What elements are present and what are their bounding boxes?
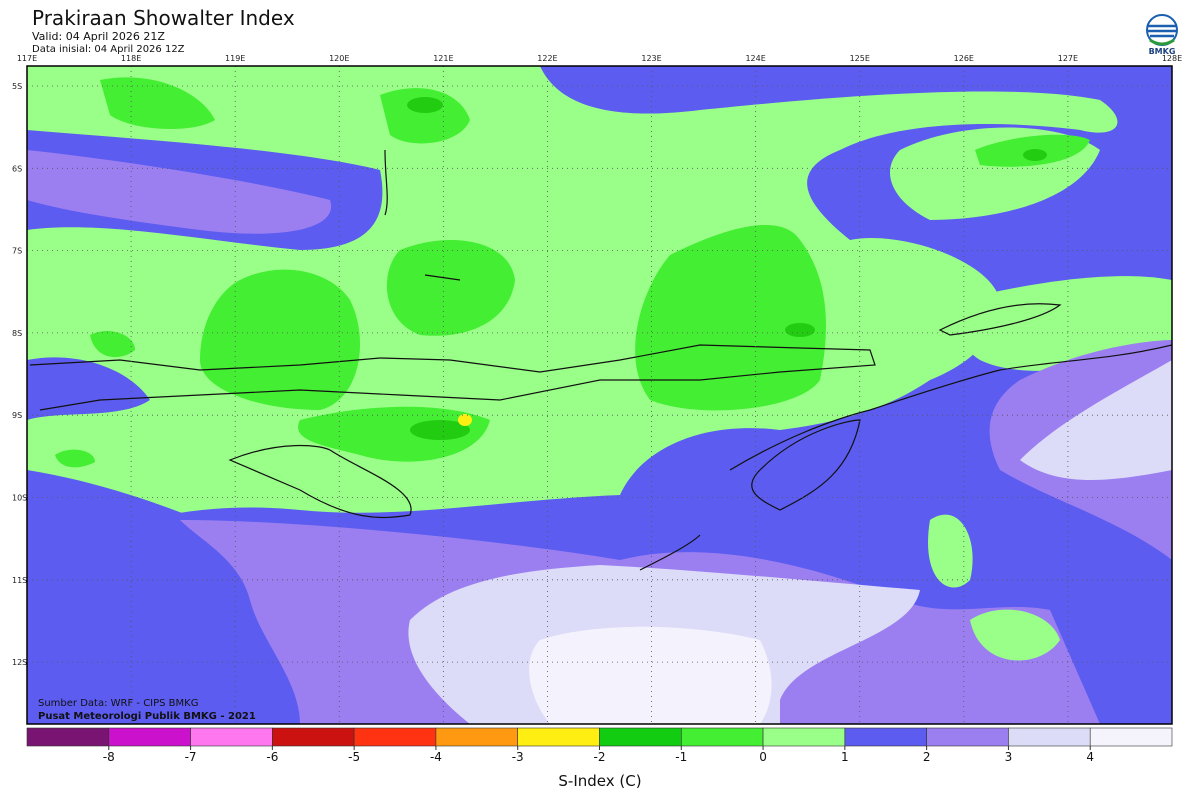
color-box [353, 727, 437, 747]
tick-label: -1 [675, 750, 687, 764]
tick-label: -3 [512, 750, 524, 764]
lat-label: 8S [12, 329, 22, 338]
map-frame [26, 65, 1173, 725]
color-box [517, 727, 600, 747]
lat-label: 10S [12, 494, 27, 503]
tick-label: 4 [1086, 750, 1094, 764]
lat-label: 6S [12, 164, 22, 173]
lat-label: 7S [12, 247, 22, 256]
color-box [108, 727, 191, 747]
color-box [190, 727, 273, 747]
lon-label: 118E [121, 54, 141, 63]
valid-time: Valid: 04 April 2026 21Z [32, 30, 165, 43]
logo-label: BMKG [1149, 47, 1176, 56]
tick-label: 2 [923, 750, 931, 764]
tick-label: -6 [266, 750, 278, 764]
lon-label: 127E [1058, 54, 1078, 63]
colorbar-title: S-Index (C) [558, 772, 641, 790]
tick-label: -2 [594, 750, 606, 764]
color-box [26, 727, 110, 747]
tick-label: -5 [348, 750, 360, 764]
lon-label: 124E [745, 54, 765, 63]
init-time: Data inisial: 04 April 2026 12Z [32, 44, 185, 55]
lon-label: 122E [537, 54, 557, 63]
title: Prakiraan Showalter Index [32, 6, 295, 30]
color-box [272, 727, 355, 747]
tick-label: 3 [1005, 750, 1013, 764]
color-box [599, 727, 682, 747]
lon-label: 120E [329, 54, 349, 63]
source: Sumber Data: WRF - CIPS BMKG [38, 698, 198, 709]
lat-label: 9S [12, 411, 22, 420]
color-box [762, 727, 846, 747]
tick-label: -7 [185, 750, 197, 764]
lon-label: 125E [850, 54, 870, 63]
lon-label: 123E [641, 54, 661, 63]
tick-label: -4 [430, 750, 442, 764]
color-box [844, 727, 927, 747]
colorbar: -8 -7 -6 -5 -4 -3 -2 -1 0 1 2 3 4 [26, 727, 1173, 764]
color-box [926, 727, 1009, 747]
tick-label: 0 [759, 750, 767, 764]
map-field [27, 66, 1172, 724]
lat-label: 12S [12, 658, 27, 667]
lon-label: 126E [954, 54, 974, 63]
color-box [680, 727, 764, 747]
lat-label: 11S [12, 576, 27, 585]
lat-label: 5S [12, 82, 22, 91]
color-box [1008, 727, 1091, 747]
lon-label: 121E [433, 54, 453, 63]
color-box [435, 727, 519, 747]
graticule: 117E 118E 119E 120E 121E 122E 123E 124E 125E 126E… [12, 54, 1182, 724]
logo: BMKG [1146, 14, 1178, 56]
credit: Pusat Meteorologi Publik BMKG - 2021 [38, 711, 256, 722]
color-box [1089, 727, 1173, 747]
lon-label: 117E [17, 54, 37, 63]
lon-label: 119E [225, 54, 245, 63]
tick-label: 1 [841, 750, 849, 764]
lon-label: 128E [1162, 54, 1182, 63]
tick-label: -8 [103, 750, 115, 764]
